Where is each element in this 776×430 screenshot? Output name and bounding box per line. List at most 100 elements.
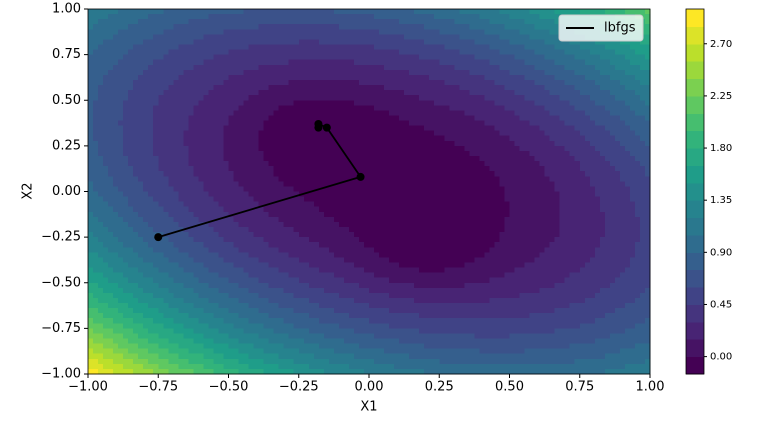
contour-cell [409, 368, 415, 375]
contour-cell [424, 252, 430, 259]
contour-cell [389, 44, 395, 51]
contour-cell [153, 303, 159, 309]
contour-cell [429, 54, 435, 61]
contour-cell [384, 323, 390, 329]
contour-cell [338, 24, 345, 30]
contour-cell [138, 277, 144, 284]
contour-cell [374, 186, 380, 193]
contour-cell [288, 303, 295, 309]
contour-cell [178, 262, 184, 269]
contour-cell [419, 130, 425, 137]
contour-cell [429, 130, 435, 137]
contour-cell [243, 14, 250, 20]
contour-cell [183, 211, 189, 218]
contour-cell [323, 115, 330, 122]
contour-cell [223, 252, 230, 259]
contour-cell [429, 272, 435, 279]
contour-cell [384, 44, 390, 51]
contour-cell [143, 237, 149, 243]
contour-cell [429, 24, 435, 30]
contour-cell [208, 232, 215, 238]
contour-cell [263, 14, 270, 20]
contour-cell [363, 69, 370, 76]
contour-cell [88, 156, 94, 162]
contour-cell [328, 318, 335, 324]
contour-cell [253, 44, 260, 51]
contour-cell [238, 363, 245, 370]
contour-cell [328, 358, 335, 365]
contour-cell [173, 115, 179, 122]
contour-cell [293, 105, 300, 111]
contour-cell [153, 297, 159, 304]
contour-cell [198, 308, 205, 314]
contour-cell [318, 297, 325, 304]
contour-cell [394, 323, 400, 329]
contour-cell [168, 216, 174, 223]
contour-cell [369, 216, 375, 223]
contour-cell [374, 313, 380, 319]
contour-cell [203, 216, 210, 223]
contour-cell [369, 252, 375, 259]
contour-cell [358, 353, 365, 360]
contour-cell [113, 287, 119, 294]
contour-cell [228, 186, 235, 193]
contour-cell [138, 348, 144, 355]
contour-cell [303, 323, 310, 329]
contour-cell [103, 303, 109, 309]
contour-cell [243, 85, 250, 91]
contour-cell [103, 110, 109, 117]
contour-cell [183, 64, 189, 71]
contour-cell [258, 34, 265, 41]
contour-cell [424, 216, 430, 223]
contour-cell [168, 64, 174, 71]
contour-cell [394, 262, 400, 269]
contour-cell [193, 363, 199, 370]
contour-cell [153, 95, 159, 101]
contour-cell [399, 237, 405, 243]
contour-cell [123, 206, 129, 213]
contour-cell [173, 130, 179, 137]
contour-cell [278, 363, 285, 370]
contour-cell [233, 100, 240, 106]
contour-cell [303, 272, 310, 279]
contour-cell [374, 115, 380, 122]
contour-cell [93, 79, 99, 86]
contour-cell [123, 348, 129, 355]
contour-cell [288, 54, 295, 61]
contour-cell [178, 105, 184, 111]
contour-cell [343, 110, 350, 117]
contour-cell [369, 363, 375, 370]
contour-cell [399, 252, 405, 259]
contour-cell [298, 333, 305, 340]
contour-cell [123, 196, 129, 203]
contour-cell [298, 74, 305, 81]
contour-cell [399, 343, 405, 350]
contour-cell [409, 226, 415, 233]
contour-cell [399, 54, 405, 61]
contour-cell [273, 226, 280, 233]
contour-cell [253, 308, 260, 314]
contour-cell [188, 140, 194, 147]
contour-cell [263, 186, 270, 193]
contour-cell [353, 140, 360, 147]
contour-cell [113, 262, 119, 269]
contour-cell [233, 14, 240, 20]
contour-cell [338, 368, 345, 375]
contour-cell [108, 221, 114, 228]
contour-cell [133, 297, 139, 304]
contour-cell [243, 257, 250, 264]
contour-cell [118, 90, 124, 96]
contour-cell [193, 79, 199, 86]
contour-cell [283, 186, 290, 193]
contour-cell [389, 201, 395, 208]
contour-cell [233, 262, 240, 269]
contour-cell [223, 161, 230, 167]
contour-cell [173, 95, 179, 101]
contour-cell [348, 135, 355, 142]
contour-cell [258, 323, 265, 329]
contour-cell [348, 140, 355, 147]
contour-cell [113, 323, 119, 329]
contour-cell [123, 181, 129, 188]
contour-cell [143, 368, 149, 375]
contour-cell [268, 343, 275, 350]
